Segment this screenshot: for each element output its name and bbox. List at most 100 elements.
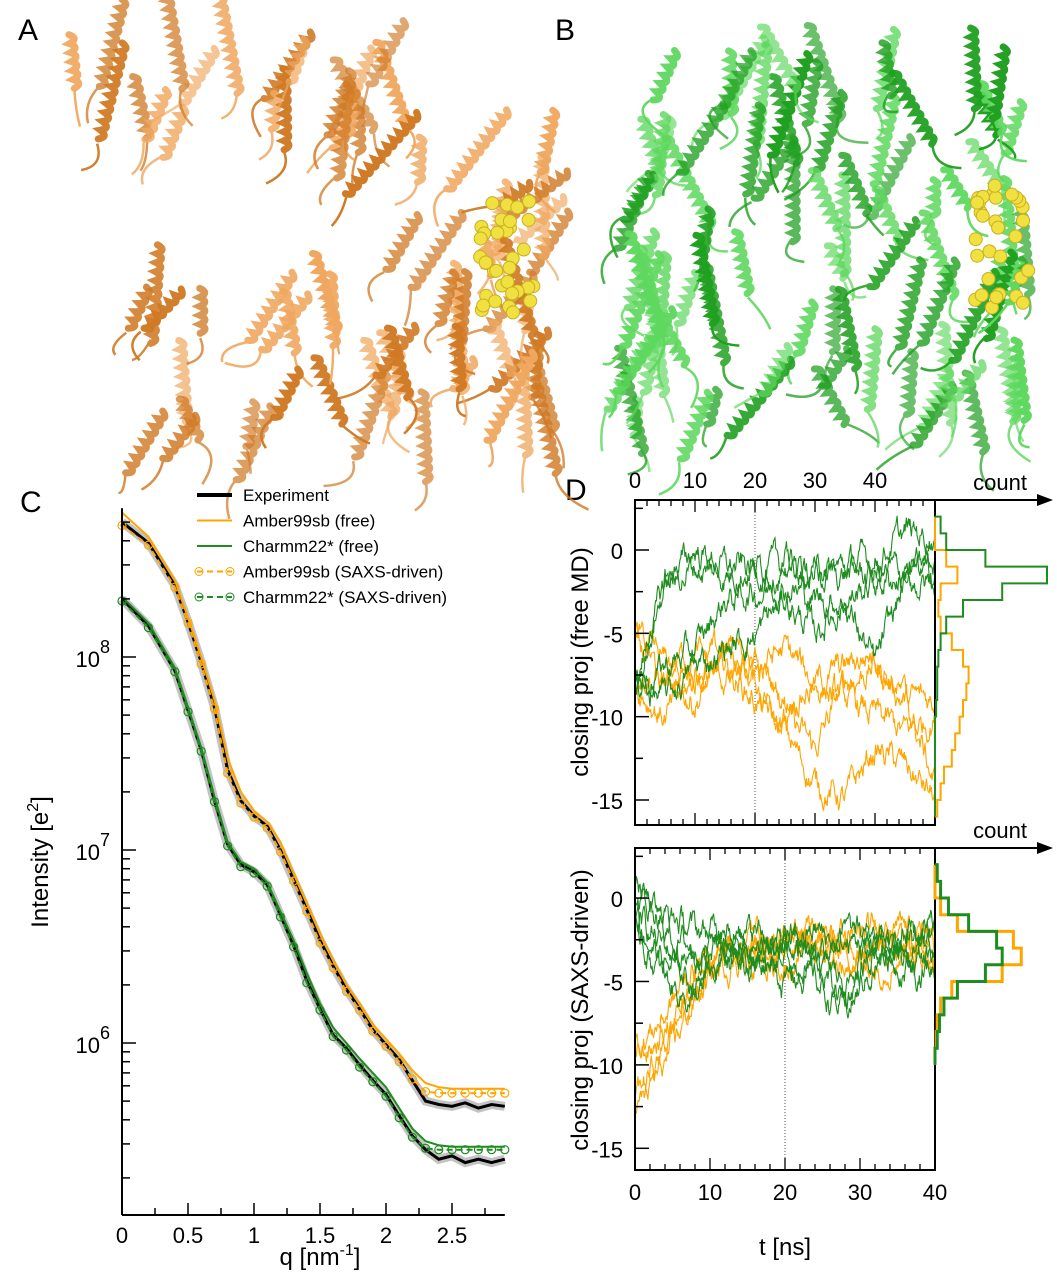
- helix-ribbon: [159, 411, 201, 463]
- loop: [999, 135, 1027, 163]
- tick-base: 10: [76, 840, 100, 865]
- count-label: count: [973, 818, 1027, 843]
- saxs-curves: [117, 511, 510, 1168]
- trajectory-line: [635, 872, 935, 976]
- helix: [211, 0, 245, 120]
- trajectory-line: [635, 515, 935, 683]
- loop: [403, 287, 413, 327]
- loop: [541, 254, 560, 281]
- helix: [486, 319, 520, 410]
- helix: [709, 355, 796, 460]
- series-marker: [394, 1057, 404, 1067]
- helix: [756, 23, 820, 124]
- tick-exp: 8: [100, 637, 110, 657]
- helix-ribbon: [962, 24, 983, 113]
- series-marker: [236, 862, 246, 872]
- helix: [309, 354, 371, 445]
- loop: [313, 135, 328, 170]
- histogram-amber: [933, 864, 1023, 1065]
- loop: [701, 424, 708, 448]
- helix-ribbon: [349, 368, 392, 461]
- helix-ribbon: [675, 388, 714, 463]
- loop: [220, 92, 239, 120]
- helix-ribbon: [651, 250, 672, 321]
- loop: [938, 419, 955, 458]
- loop: [429, 387, 453, 408]
- helix-ribbon: [611, 344, 649, 458]
- loop: [966, 208, 989, 238]
- helix: [131, 285, 186, 362]
- count-label: count: [973, 470, 1027, 495]
- loop: [972, 334, 989, 364]
- helix-ribbon: [158, 103, 190, 161]
- trajectory-line: [635, 550, 935, 699]
- loop: [641, 97, 663, 135]
- helix-ribbon: [635, 115, 665, 174]
- x-axis-label-time: t [ns]: [759, 1234, 811, 1261]
- helix-ribbon: [831, 285, 863, 373]
- arrow-right-icon: [1037, 842, 1053, 854]
- loop: [785, 382, 825, 398]
- y-tick-label: -5: [603, 622, 623, 647]
- helix-ribbon: [413, 388, 434, 486]
- helix: [381, 324, 418, 435]
- helix: [413, 388, 434, 512]
- loop: [258, 130, 274, 161]
- panel-label-b: B: [555, 14, 575, 47]
- series-marker: [302, 978, 312, 988]
- helix: [887, 256, 927, 368]
- helix: [891, 256, 961, 376]
- loop: [554, 476, 590, 511]
- series-marker: [170, 582, 180, 592]
- series-marker: [421, 1143, 431, 1153]
- series-marker: [315, 938, 325, 948]
- helix-ribbon: [790, 298, 819, 358]
- helix-ribbon: [486, 319, 517, 378]
- helix-ribbon: [321, 270, 342, 350]
- series-marker: [421, 1086, 431, 1097]
- top-x-tick-label: 20: [743, 468, 767, 493]
- top-x-tick-label: 40: [863, 468, 887, 493]
- top-x-tick-label: 0: [629, 468, 641, 493]
- helix: [224, 290, 313, 368]
- loop: [186, 337, 204, 366]
- x-tick-label: 1: [248, 1223, 260, 1248]
- loop: [140, 456, 165, 491]
- series-marker: [460, 1088, 470, 1098]
- loop: [719, 116, 739, 151]
- series-marker: [328, 963, 338, 973]
- helix-ribbon: [728, 228, 755, 298]
- x-tick-label: 0: [116, 1223, 128, 1248]
- series-marker: [262, 823, 272, 833]
- helix-ribbon: [888, 69, 938, 148]
- series-line: [121, 596, 505, 1148]
- loop: [781, 161, 798, 193]
- legend-label: Amber99sb (free): [243, 512, 375, 531]
- helix-ribbon: [765, 50, 814, 159]
- series-line: [121, 600, 505, 1151]
- loop: [552, 430, 565, 469]
- loop: [743, 197, 757, 226]
- series-marker: [302, 906, 312, 917]
- helix: [859, 325, 883, 448]
- helix: [738, 101, 767, 226]
- helix-ribbon: [823, 242, 850, 282]
- helix: [875, 39, 899, 114]
- series-marker: [447, 1145, 457, 1155]
- helix: [321, 270, 342, 385]
- loop: [260, 417, 274, 449]
- trajectories: [635, 872, 935, 1114]
- legend-label: Charmm22* (free): [243, 537, 379, 556]
- series-marker: [500, 1145, 510, 1155]
- helix-ribbon: [341, 108, 422, 198]
- helix-ribbon: [382, 211, 423, 273]
- loop: [457, 386, 493, 405]
- ligand-sphere: [1004, 187, 1019, 202]
- loop: [920, 359, 953, 372]
- helix: [394, 133, 428, 206]
- series-marker: [447, 1088, 457, 1098]
- ligand-sphere: [970, 195, 985, 210]
- x-tick-label: 40: [923, 1180, 947, 1205]
